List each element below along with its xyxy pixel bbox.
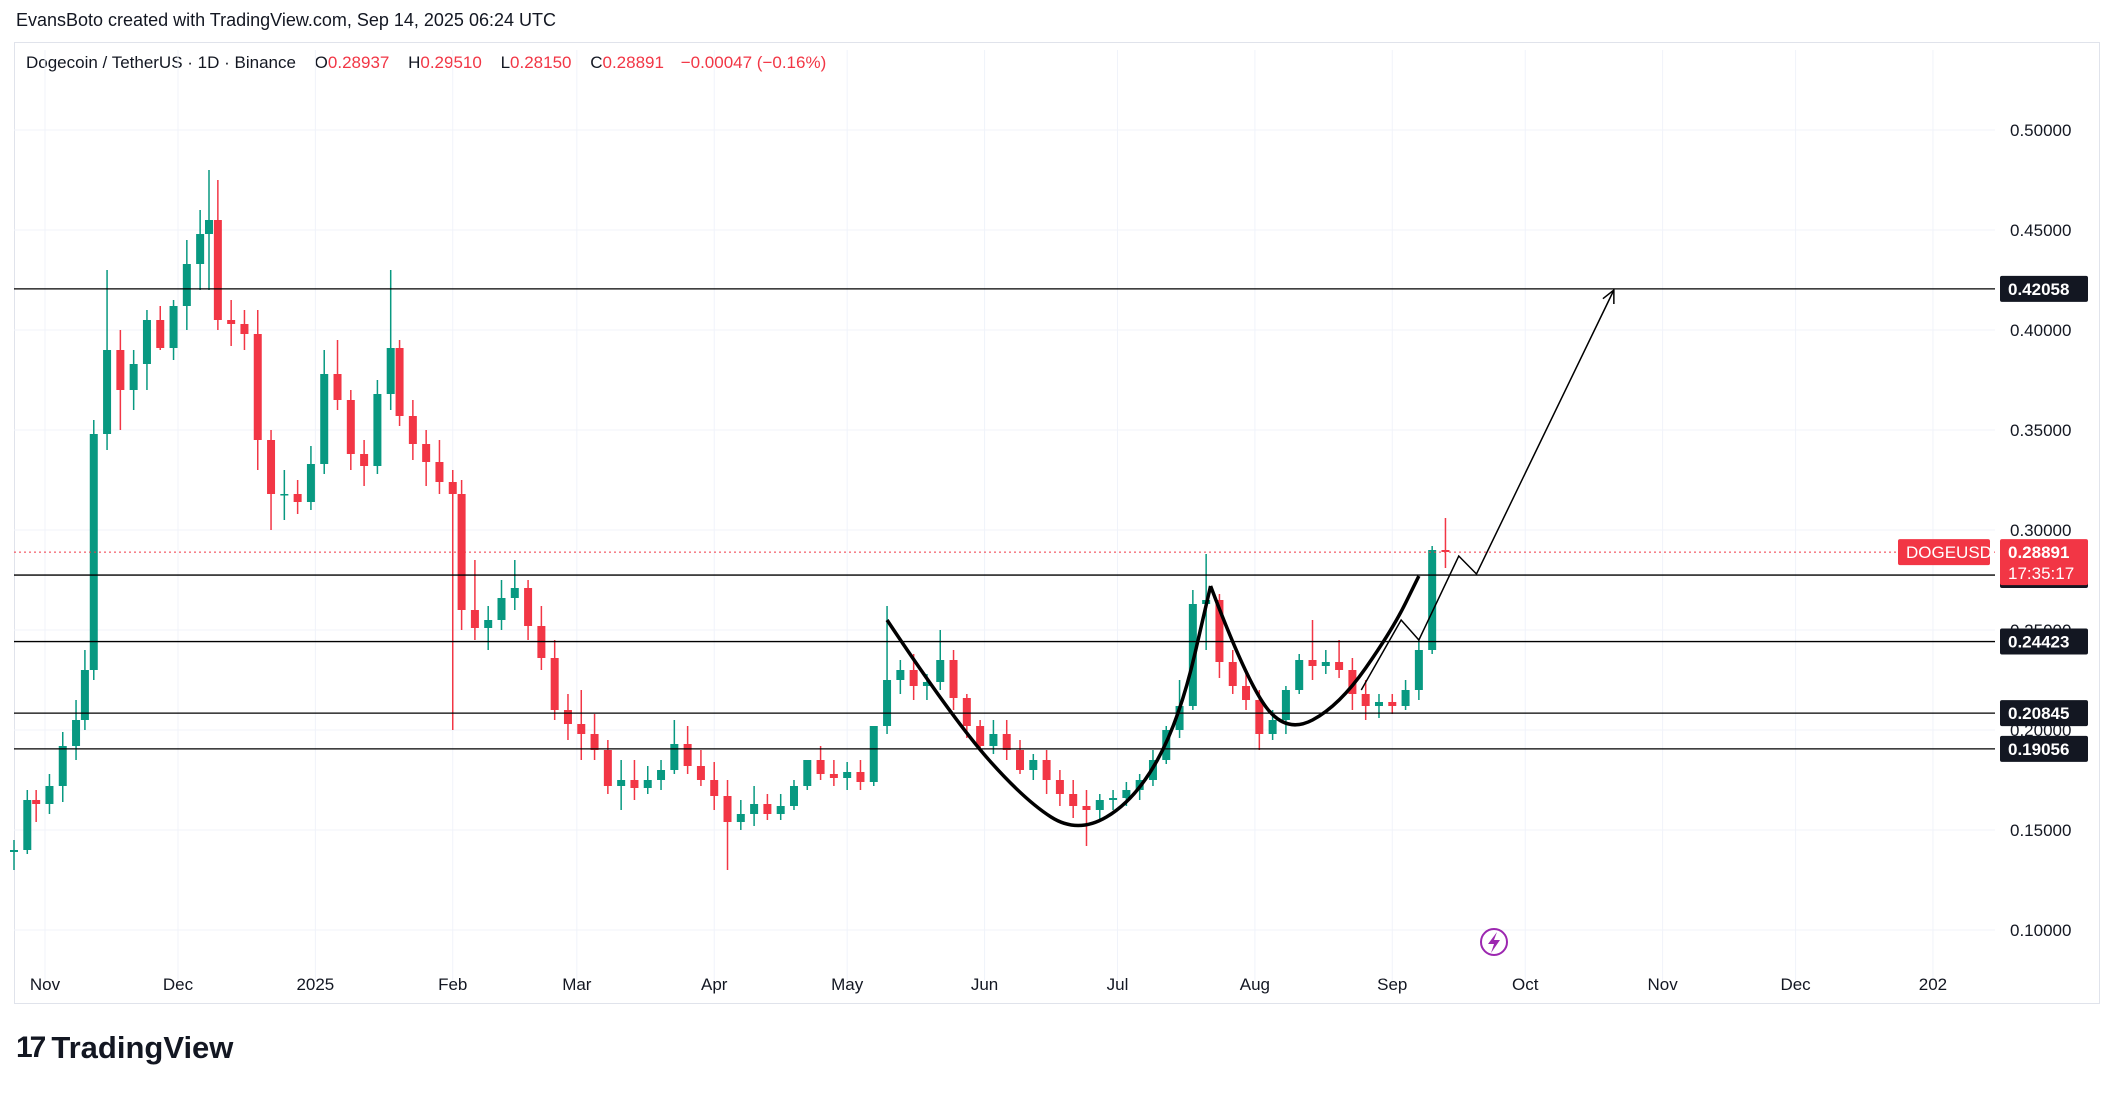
brand-name: TradingView bbox=[51, 1030, 234, 1065]
close-value: 0.28891 bbox=[602, 53, 664, 72]
low-key: L bbox=[500, 53, 511, 72]
open-value: 0.28937 bbox=[327, 53, 390, 72]
close-key: C bbox=[590, 53, 603, 72]
chart-panel[interactable] bbox=[14, 42, 2100, 1004]
chart-credit: EvansBoto created with TradingView.com, … bbox=[16, 10, 556, 30]
high-value: 0.29510 bbox=[420, 53, 482, 72]
tradingview-logo[interactable]: 17 TradingView bbox=[16, 1030, 233, 1066]
symbol-title[interactable]: Dogecoin / TetherUS · 1D · Binance bbox=[26, 53, 296, 72]
tradingview-logo-icon: 17 bbox=[16, 1031, 46, 1064]
open-key: O bbox=[314, 53, 328, 72]
low-value: 0.28150 bbox=[510, 53, 572, 72]
symbol-legend[interactable]: Dogecoin / TetherUS · 1D · Binance O0.28… bbox=[26, 53, 826, 73]
change-value: −0.00047 (−0.16%) bbox=[680, 53, 827, 72]
high-key: H bbox=[408, 53, 421, 72]
